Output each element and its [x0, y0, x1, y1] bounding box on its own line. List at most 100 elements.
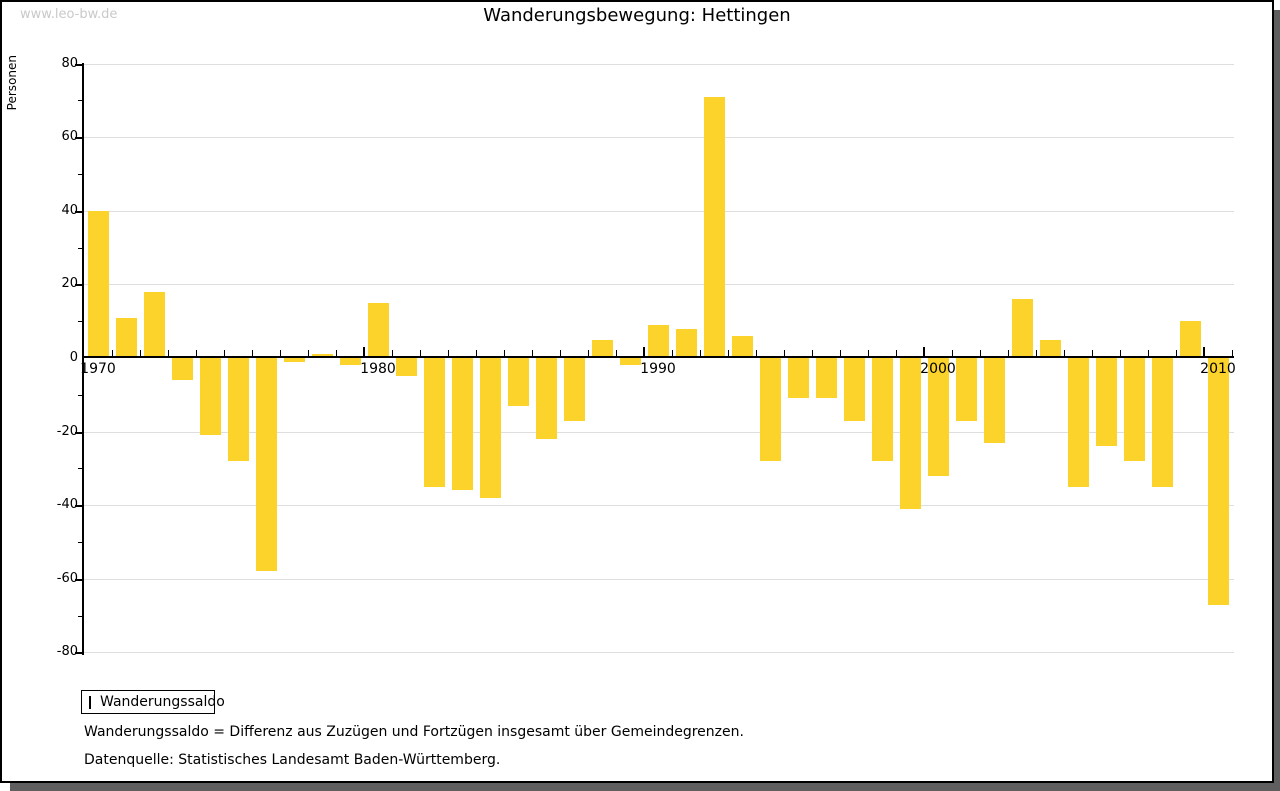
y-tick-label-60: 60 — [61, 129, 78, 144]
bar-1983 — [452, 358, 473, 490]
page-title: Wanderungsbewegung: Hettingen — [483, 5, 791, 26]
bar-1992 — [704, 97, 725, 358]
legend: Wanderungssaldo — [81, 690, 225, 714]
bar-1998 — [872, 358, 893, 461]
x-tick-1982 — [448, 350, 449, 356]
x-tick-label-1970: 1970 — [80, 361, 116, 377]
x-tick-2009 — [1203, 347, 1205, 356]
x-tick-1976 — [280, 350, 281, 356]
footnote-source: Datenquelle: Statistisches Landesamt Bad… — [84, 752, 501, 768]
x-tick-1997 — [868, 350, 869, 356]
legend-swatch — [89, 695, 91, 709]
footnote-definition: Wanderungssaldo = Differenz aus Zuzügen … — [84, 724, 744, 740]
gridline--20 — [84, 432, 1234, 433]
drop-shadow-bottom — [10, 783, 1280, 791]
x-tick-1994 — [784, 350, 785, 356]
bar-1984 — [480, 358, 501, 498]
x-tick-1974 — [224, 350, 225, 356]
y-tick-label-20: 20 — [61, 276, 78, 291]
bar-1986 — [536, 358, 557, 439]
bar-2001 — [956, 358, 977, 421]
drop-shadow-right — [1274, 10, 1280, 791]
bar-1995 — [788, 358, 809, 398]
y-tick--10 — [78, 395, 83, 396]
bar-1997 — [844, 358, 865, 421]
x-tick-2010 — [1232, 350, 1233, 356]
x-tick-1973 — [196, 350, 197, 356]
x-tick-1986 — [560, 350, 561, 356]
y-tick-label-40: 40 — [61, 203, 78, 218]
bar-2010 — [1208, 358, 1229, 605]
x-tick-1983 — [476, 350, 477, 356]
y-tick--70 — [78, 616, 83, 617]
x-tick-label-2010: 2010 — [1200, 361, 1236, 377]
bar-1973 — [172, 358, 193, 380]
bar-1987 — [564, 358, 585, 421]
bar-1994 — [760, 358, 781, 461]
y-axis-line — [82, 63, 84, 655]
plot-area: -80 -60 -40 -20 0 20 40 60 80 1970 1980 1990 2000 201… — [2, 2, 1272, 781]
x-tick-2000 — [952, 350, 953, 356]
y-tick-label--80: -80 — [56, 644, 78, 659]
bar-2005 — [1068, 358, 1089, 487]
x-tick-1992 — [728, 350, 729, 356]
gridline-80 — [84, 64, 1234, 65]
bar-1971 — [116, 318, 137, 358]
bar-1975 — [228, 358, 249, 461]
bar-1982 — [424, 358, 445, 487]
bar-1977 — [284, 358, 305, 362]
y-tick--80 — [75, 652, 83, 654]
x-tick-1970 — [112, 350, 113, 356]
bar-1989 — [620, 358, 641, 365]
y-tick--20 — [75, 432, 83, 434]
bar-2009 — [1180, 321, 1201, 358]
x-tick-1980 — [392, 350, 393, 356]
y-tick-70 — [78, 100, 83, 101]
x-tick-1991 — [700, 350, 701, 356]
x-tick-1972 — [168, 350, 169, 356]
y-tick-label-80: 80 — [61, 56, 78, 71]
x-tick-1977 — [308, 350, 309, 356]
y-tick-20 — [75, 284, 83, 286]
y-tick-label--40: -40 — [56, 497, 78, 512]
x-tick-2003 — [1036, 350, 1037, 356]
x-tick-1981 — [420, 350, 421, 356]
legend-label: Wanderungssaldo — [100, 694, 225, 710]
x-tick-2004 — [1064, 350, 1065, 356]
bar-2008 — [1152, 358, 1173, 487]
gridline-20 — [84, 284, 1234, 285]
y-tick--30 — [78, 468, 83, 469]
x-tick-1996 — [840, 350, 841, 356]
bar-2002 — [984, 358, 1005, 443]
x-tick-1971 — [140, 350, 141, 356]
gridline--40 — [84, 505, 1234, 506]
x-tick-label-1990: 1990 — [640, 361, 676, 377]
x-tick-2007 — [1148, 350, 1149, 356]
x-tick-1984 — [504, 350, 505, 356]
watermark: www.leo-bw.de — [20, 7, 118, 22]
bar-1979 — [340, 358, 361, 365]
gridline--60 — [84, 579, 1234, 580]
x-tick-1999 — [923, 347, 925, 356]
bar-1996 — [816, 358, 837, 398]
y-tick-10 — [78, 321, 83, 322]
bar-1974 — [200, 358, 221, 435]
bar-2007 — [1124, 358, 1145, 461]
x-tick-label-2000: 2000 — [920, 361, 956, 377]
bar-1993 — [732, 336, 753, 358]
bar-2006 — [1096, 358, 1117, 446]
y-tick-label-0: 0 — [69, 350, 78, 365]
bar-1990 — [648, 325, 669, 358]
bar-1988 — [592, 340, 613, 358]
bar-2004 — [1040, 340, 1061, 358]
bar-1991 — [676, 329, 697, 358]
bar-2003 — [1012, 299, 1033, 358]
y-tick-40 — [75, 211, 83, 213]
x-tick-label-1980: 1980 — [360, 361, 396, 377]
x-tick-2002 — [1008, 350, 1009, 356]
y-tick-label--20: -20 — [56, 424, 78, 439]
bar-1999 — [900, 358, 921, 509]
x-tick-2005 — [1092, 350, 1093, 356]
gridline--80 — [84, 652, 1234, 653]
